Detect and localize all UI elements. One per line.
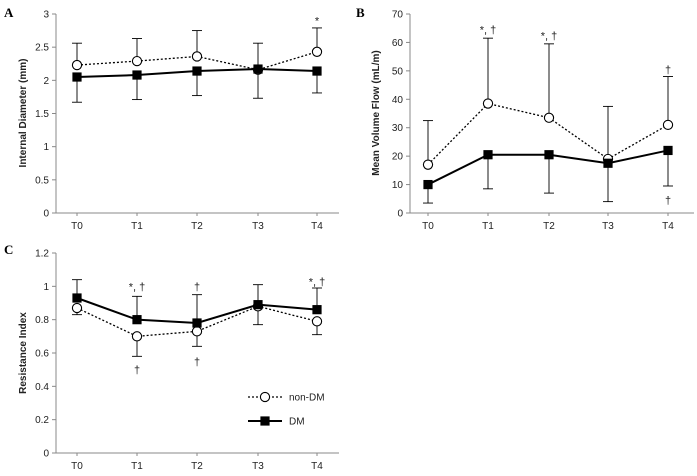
x-tick-label: T3 — [602, 221, 614, 232]
y-tick-label: 30 — [392, 123, 404, 134]
x-tick-label: T1 — [131, 461, 143, 472]
data-point — [311, 316, 323, 327]
data-point — [191, 326, 203, 337]
x-tick-label: T4 — [311, 221, 323, 232]
data-point — [132, 70, 142, 80]
data-point — [603, 158, 613, 168]
significance-annotation: * — [315, 16, 320, 28]
panel-a: A 0 0.5 1 1.5 2 2.5 3 T0 T1 T2 T3 T4 Internal Diamete… — [4, 5, 339, 232]
data-point — [131, 55, 143, 67]
data-point — [311, 46, 323, 57]
x-tick-label: T1 — [131, 221, 143, 232]
data-point — [192, 66, 202, 76]
panel-b: B 0 10 20 30 40 50 60 70 T0 T1 T2 T3 T4 Mean Volume Fl… — [356, 5, 694, 232]
y-tick-label: 1 — [43, 282, 49, 293]
data-point — [191, 51, 203, 62]
legend: non-DM DM — [248, 391, 325, 428]
data-point — [71, 302, 83, 314]
data-point — [423, 179, 433, 190]
y-tick-label: 2.5 — [35, 43, 49, 54]
y-tick-label: 0 — [397, 209, 403, 220]
series-non-dm — [71, 27, 323, 75]
data-point — [312, 305, 322, 315]
y-axis-title: Resistance Index — [18, 312, 29, 394]
series-dm — [72, 279, 322, 328]
x-tick-label: T2 — [191, 221, 203, 232]
y-tick-label: 0.5 — [35, 175, 49, 186]
y-tick-label: 50 — [392, 66, 404, 77]
y-tick-label: 1 — [43, 142, 49, 153]
y-tick-label: 1.2 — [35, 249, 49, 260]
series-dm — [423, 145, 673, 204]
data-point — [483, 150, 493, 160]
significance-annotation: † — [665, 64, 671, 76]
y-tick-label: 0.8 — [35, 315, 49, 326]
y-tick-label: 20 — [392, 152, 404, 163]
y-tick-label: 0 — [43, 209, 49, 220]
y-tick-label: 10 — [392, 180, 404, 191]
x-tick-label: T0 — [71, 461, 83, 472]
significance-annotation: *, † — [480, 25, 497, 37]
y-axis-title: Internal Diameter (mm) — [18, 59, 29, 168]
x-tick-label: T2 — [543, 221, 555, 232]
x-tick-label: T4 — [662, 221, 674, 232]
significance-annotation: *, † — [541, 30, 558, 42]
data-point — [482, 98, 494, 109]
panel-letter-c: C — [4, 242, 13, 257]
significance-annotation: † — [665, 195, 671, 207]
x-tick-label: T1 — [482, 221, 494, 232]
significance-annotation: *, † — [129, 281, 146, 293]
data-point — [253, 64, 263, 74]
data-point — [544, 150, 554, 160]
data-point — [72, 72, 82, 82]
y-tick-label: 3 — [43, 10, 49, 21]
y-tick-label: 0.4 — [35, 382, 49, 393]
x-tick-label: T4 — [311, 461, 323, 472]
y-tick-label: 2 — [43, 76, 49, 87]
y-axis-title: Mean Volume Flow (mL/m) — [371, 50, 382, 175]
data-point — [253, 300, 263, 310]
data-point — [422, 159, 434, 170]
significance-annotation: † — [194, 281, 200, 293]
data-point — [71, 59, 83, 71]
significance-annotation: † — [194, 356, 200, 368]
data-point — [312, 66, 322, 76]
panel-letter-b: B — [356, 5, 365, 20]
data-point — [543, 112, 555, 123]
series-dm — [72, 64, 322, 103]
data-point — [663, 145, 673, 156]
data-point — [662, 119, 674, 131]
y-tick-label: 40 — [392, 95, 404, 106]
legend-marker — [259, 391, 271, 403]
significance-annotation: † — [134, 365, 140, 377]
x-tick-label: T3 — [252, 221, 264, 232]
data-point — [132, 315, 142, 325]
data-point — [131, 331, 143, 342]
significance-annotation: *, † — [309, 276, 326, 288]
y-tick-label: 0.2 — [35, 415, 49, 426]
data-point — [192, 318, 202, 328]
legend-label: non-DM — [289, 393, 325, 404]
panel-letter-a: A — [4, 5, 14, 20]
data-point — [72, 293, 82, 303]
series-non-dm — [422, 37, 674, 170]
x-tick-label: T0 — [422, 221, 434, 232]
panel-c: C 0 0.2 0.4 0.6 0.8 1 1.2 T0 T1 T2 T3 T4 Resistance I… — [4, 242, 339, 472]
y-tick-label: 1.5 — [35, 109, 49, 120]
y-tick-label: 60 — [392, 38, 404, 49]
legend-label: DM — [289, 417, 305, 428]
x-tick-label: T3 — [252, 461, 264, 472]
y-tick-label: 0 — [43, 449, 49, 460]
series-line — [76, 305, 318, 337]
legend-marker — [260, 416, 270, 426]
y-tick-label: 70 — [392, 10, 404, 21]
x-tick-label: T2 — [191, 461, 203, 472]
x-tick-label: T0 — [71, 221, 83, 232]
y-tick-label: 0.6 — [35, 349, 49, 360]
